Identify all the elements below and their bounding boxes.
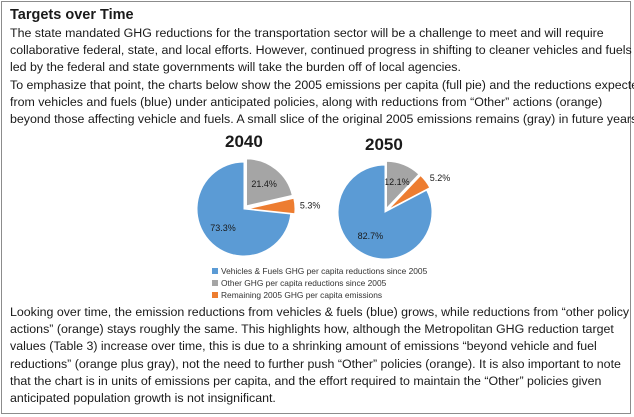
legend-item-other: Other GHG per capita reductions since 20… (212, 277, 427, 289)
intro-line: from vehicles and fuels (blue) under ant… (10, 94, 603, 109)
pie-slice-remaining (387, 174, 431, 211)
intro-line: collaborative federal, state, and local … (10, 43, 632, 58)
chart-title-2040: 2040 (225, 132, 263, 151)
pie-slice-label-vehicles-fuels: 82.7% (358, 231, 384, 241)
pie-slice-remaining (247, 197, 296, 215)
chart-legend: Vehicles & Fuels GHG per capita reductio… (212, 265, 427, 301)
intro-paragraph: The state mandated GHG reductions for th… (10, 25, 634, 128)
legend-label: Other GHG per capita reductions since 20… (221, 278, 387, 288)
pie-chart-2040: 21.4% 5.3% 73.3% (196, 158, 321, 257)
pie-slice-label-vehicles-fuels: 73.3% (210, 223, 236, 233)
pie-slice-other (245, 158, 293, 207)
intro-line: led by the federal and state governments… (10, 60, 461, 75)
pie-chart-2050: 12.1% 5.2% 82.7% (337, 160, 451, 260)
pie-charts-figure: 2040 2050 21.4% 5.3% 73.3% 12.1% 5.2% 82.7% … (192, 132, 462, 307)
legend-swatch-orange (212, 292, 218, 298)
legend-item-vehicles-fuels: Vehicles & Fuels GHG per capita reductio… (212, 265, 427, 277)
conclusion-line: anticipated population growth is not ins… (10, 391, 276, 406)
legend-swatch-blue (212, 268, 218, 274)
conclusion-line: reductions” (orange plus gray), not the … (10, 356, 621, 371)
intro-line: To emphasize that point, the charts belo… (10, 77, 634, 92)
pie-slice-label-other: 12.1% (384, 177, 410, 187)
legend-label: Remaining 2005 GHG per capita emissions (221, 290, 383, 300)
intro-line: beyond those affecting vehicle and fuels… (10, 112, 634, 127)
intro-line: The state mandated GHG reductions for th… (10, 26, 604, 40)
pie-slice-vehicles-fuels (337, 164, 433, 260)
pie-slice-other (385, 160, 420, 210)
conclusion-line: Looking over time, the emission reductio… (10, 305, 630, 319)
chart-title-2050: 2050 (365, 135, 403, 154)
legend-item-remaining: Remaining 2005 GHG per capita emissions (212, 289, 427, 301)
pie-slice-label-other: 21.4% (251, 179, 277, 189)
legend-swatch-gray (212, 280, 218, 286)
conclusion-line: actions” (orange) stays roughly the same… (10, 322, 614, 337)
conclusion-line: values (Table 3) increase over time, thi… (10, 339, 597, 354)
pie-slice-vehicles-fuels (196, 161, 292, 257)
pie-slice-label-remaining: 5.2% (430, 173, 451, 183)
legend-label: Vehicles & Fuels GHG per capita reductio… (221, 266, 428, 276)
section-title: Targets over Time (10, 7, 134, 23)
conclusion-paragraph: Looking over time, the emission reductio… (10, 304, 630, 407)
pie-charts-svg: 21.4% 5.3% 73.3% 12.1% 5.2% 82.7% (196, 158, 451, 260)
conclusion-line: that the chart is in units of emissions … (10, 373, 602, 388)
pie-slice-label-remaining: 5.3% (300, 201, 321, 211)
